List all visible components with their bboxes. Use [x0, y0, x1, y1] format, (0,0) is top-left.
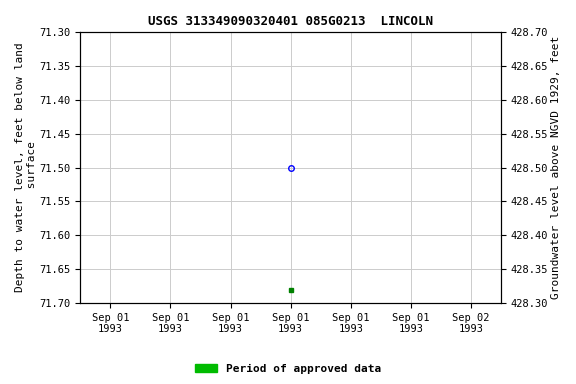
- Title: USGS 313349090320401 085G0213  LINCOLN: USGS 313349090320401 085G0213 LINCOLN: [148, 15, 433, 28]
- Y-axis label: Depth to water level, feet below land
 surface: Depth to water level, feet below land su…: [15, 43, 37, 292]
- Y-axis label: Groundwater level above NGVD 1929, feet: Groundwater level above NGVD 1929, feet: [551, 36, 561, 299]
- Legend: Period of approved data: Period of approved data: [191, 359, 385, 379]
